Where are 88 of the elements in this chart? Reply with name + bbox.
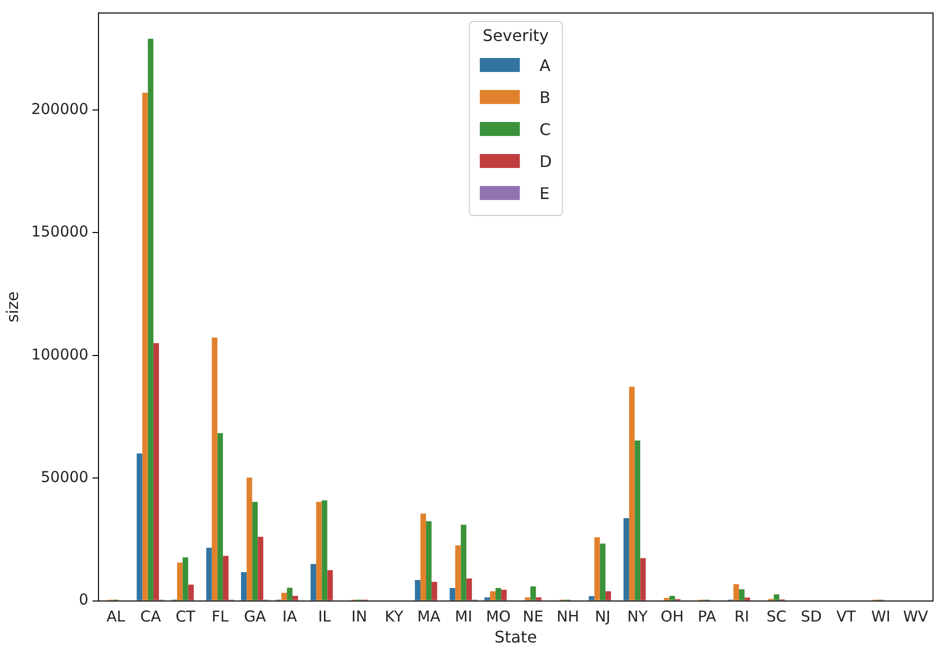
bar (310, 564, 316, 600)
bar (327, 570, 333, 600)
bar (524, 597, 530, 600)
bar (629, 386, 635, 600)
bar (594, 537, 600, 600)
y-tick-label: 0 (78, 590, 88, 609)
x-tick-label: RI (734, 608, 750, 626)
bar (252, 502, 258, 600)
bar (212, 337, 218, 600)
x-tick-label: PA (698, 608, 717, 626)
x-tick-label: MO (486, 608, 511, 626)
x-tick-label: VT (836, 608, 857, 626)
bar (624, 518, 630, 600)
bar (241, 572, 247, 600)
legend-title: Severity (482, 26, 550, 45)
bar (669, 596, 675, 600)
x-tick-label: FL (212, 608, 230, 626)
y-tick-label: 100000 (31, 345, 88, 364)
bar (501, 590, 507, 600)
y-tick-label: 50000 (40, 468, 88, 486)
x-tick-label: KY (384, 608, 404, 626)
bar (605, 591, 612, 600)
bar (733, 584, 739, 600)
y-tick-label: 200000 (31, 100, 88, 118)
x-tick-label: SD (800, 608, 822, 626)
bar (744, 598, 750, 600)
x-tick-label: AL (106, 608, 126, 626)
x-tick-label: IN (351, 608, 368, 626)
bar (177, 562, 183, 600)
x-tick-label: SC (766, 608, 787, 626)
bar (600, 544, 606, 600)
bar (432, 582, 438, 600)
bar (420, 514, 426, 600)
bar (634, 440, 640, 600)
x-tick-label: OH (660, 608, 684, 626)
x-tick-label: WV (903, 608, 929, 626)
bar (217, 433, 223, 600)
bar (774, 594, 780, 600)
bar (530, 586, 536, 600)
bar (148, 38, 154, 600)
bar (182, 557, 188, 600)
bar (460, 524, 466, 600)
bar (426, 521, 432, 600)
bar (286, 588, 292, 600)
bar (292, 596, 298, 600)
x-axis-title: State (494, 628, 537, 647)
x-tick-label: NE (522, 608, 544, 626)
bar (258, 536, 264, 600)
bar (322, 500, 328, 600)
bar (484, 597, 490, 600)
bar (496, 588, 502, 600)
bar (136, 454, 142, 600)
x-tick-label: CA (140, 608, 162, 626)
legend-label: C (540, 120, 551, 138)
legend-label: B (540, 88, 551, 106)
legend-label: D (540, 152, 552, 170)
bar (281, 592, 287, 600)
x-tick-label: IL (318, 608, 332, 626)
bar (246, 478, 252, 600)
bar (466, 578, 472, 600)
bar (664, 598, 670, 600)
x-tick-label: MA (417, 608, 442, 626)
y-tick-label: 150000 (31, 222, 88, 241)
x-tick-label: NH (556, 608, 580, 626)
bar (588, 596, 594, 600)
x-tick-label: NY (627, 608, 648, 626)
x-tick-label: GA (244, 608, 267, 626)
x-tick-label: NJ (594, 608, 610, 626)
bar (450, 588, 456, 600)
x-tick-label: WI (871, 608, 890, 626)
legend-label: E (540, 184, 550, 202)
bar (536, 597, 542, 600)
x-tick-label: MI (454, 608, 472, 626)
bar (222, 556, 229, 600)
x-tick-label: IA (282, 608, 298, 626)
bar (414, 580, 420, 600)
legend-label: A (540, 56, 551, 74)
bar (316, 502, 322, 600)
y-axis-title: size (2, 291, 22, 322)
bar (455, 545, 461, 600)
bar (188, 584, 194, 600)
bar (738, 589, 745, 600)
bar (640, 558, 646, 600)
bar (490, 591, 496, 600)
bar (142, 92, 148, 600)
bar (206, 548, 212, 600)
bar (153, 343, 159, 600)
x-tick-label: CT (176, 608, 196, 626)
